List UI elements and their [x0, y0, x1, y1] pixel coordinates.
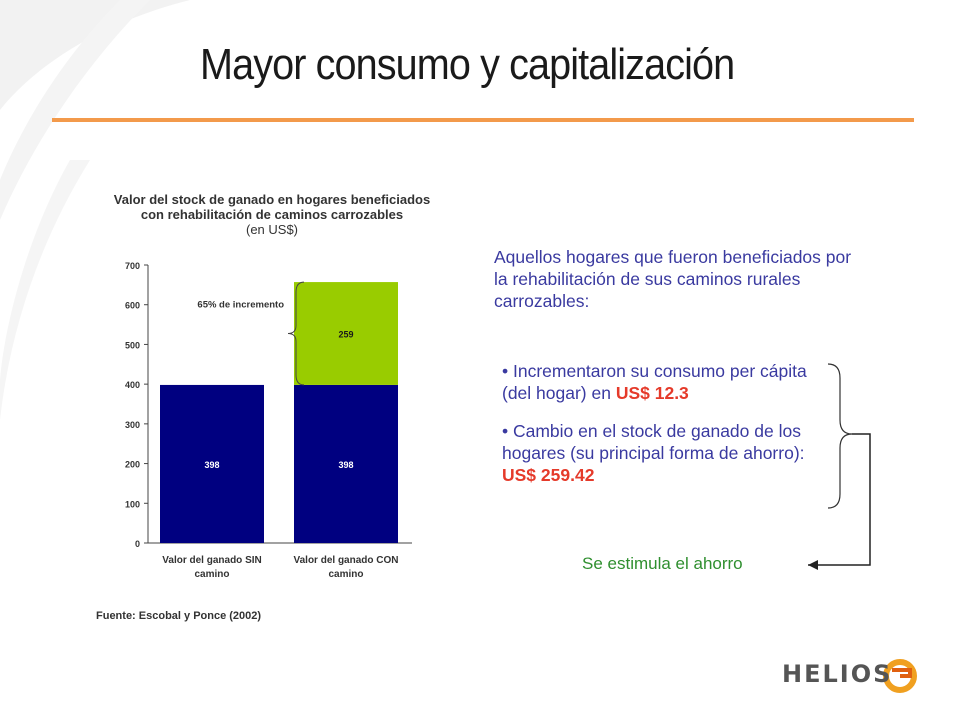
- increment-annotation: 65% de incremento: [197, 300, 284, 311]
- chart-unit: (en US$): [245, 222, 299, 237]
- bullet-consumption-text: • Incrementaron su consumo per cápita (d…: [502, 361, 807, 403]
- brace-arrow-decoration: [808, 363, 871, 570]
- bullet-livestock-text: • Cambio en el stock de ganado de los ho…: [502, 421, 805, 463]
- bar-data-label: 259: [338, 330, 353, 340]
- y-tick-label: 700: [125, 261, 140, 271]
- consumption-value: US$ 12.3: [615, 383, 689, 403]
- intro-text: Aquellos hogares que fueron beneficiados…: [494, 247, 852, 311]
- helios-logo: [760, 640, 930, 712]
- right-brace: [827, 363, 853, 509]
- bar-data-label: 398: [338, 460, 353, 470]
- x-category-label: Valor del ganado CON: [293, 555, 398, 566]
- slide-title: Mayor consumo y capitalización: [200, 40, 735, 89]
- conclusion-text: Se estimula el ahorro: [582, 554, 743, 573]
- chart-source: Fuente: Escobal y Ponce (2002): [96, 610, 262, 622]
- arrow-head-icon: [808, 560, 818, 570]
- bullet-livestock: • Cambio en el stock de ganado de los ho…: [502, 420, 832, 486]
- logo-text: HELIOS: [782, 660, 893, 688]
- content-panel: Valor del stock de ganado en hogares ben…: [82, 188, 878, 626]
- title-underline: [52, 118, 914, 122]
- bar-segment: [160, 384, 264, 543]
- y-tick-label: 100: [125, 499, 140, 509]
- y-tick-label: 300: [125, 420, 140, 430]
- x-category-label: camino: [194, 569, 229, 580]
- y-tick-label: 500: [125, 340, 140, 350]
- livestock-value: US$ 259.42: [502, 465, 595, 485]
- connector-arrow-line: [808, 433, 871, 566]
- bar-segment: [294, 282, 398, 385]
- y-tick-label: 200: [125, 460, 140, 470]
- x-category-label: Valor del ganado SIN: [162, 555, 261, 566]
- stacked-bar-chart: 0 100 200 300 400 500 600 700 398 Valor del ganad…: [125, 261, 412, 580]
- y-tick-label: 0: [135, 539, 140, 549]
- bar-segment: [294, 384, 398, 543]
- bar-data-label: 398: [204, 460, 219, 470]
- chart-title: Valor del stock de ganado en hogares ben…: [82, 192, 462, 237]
- bullet-consumption: • Incrementaron su consumo per cápita (d…: [502, 360, 832, 404]
- increment-brace: [287, 281, 305, 386]
- chart-title-line-2: con rehabilitación de caminos carrozable…: [140, 207, 404, 222]
- x-category-label: camino: [328, 569, 363, 580]
- chart-title-line-1: Valor del stock de ganado en hogares ben…: [113, 192, 431, 207]
- y-tick-label: 600: [125, 301, 140, 311]
- y-tick-label: 400: [125, 380, 140, 390]
